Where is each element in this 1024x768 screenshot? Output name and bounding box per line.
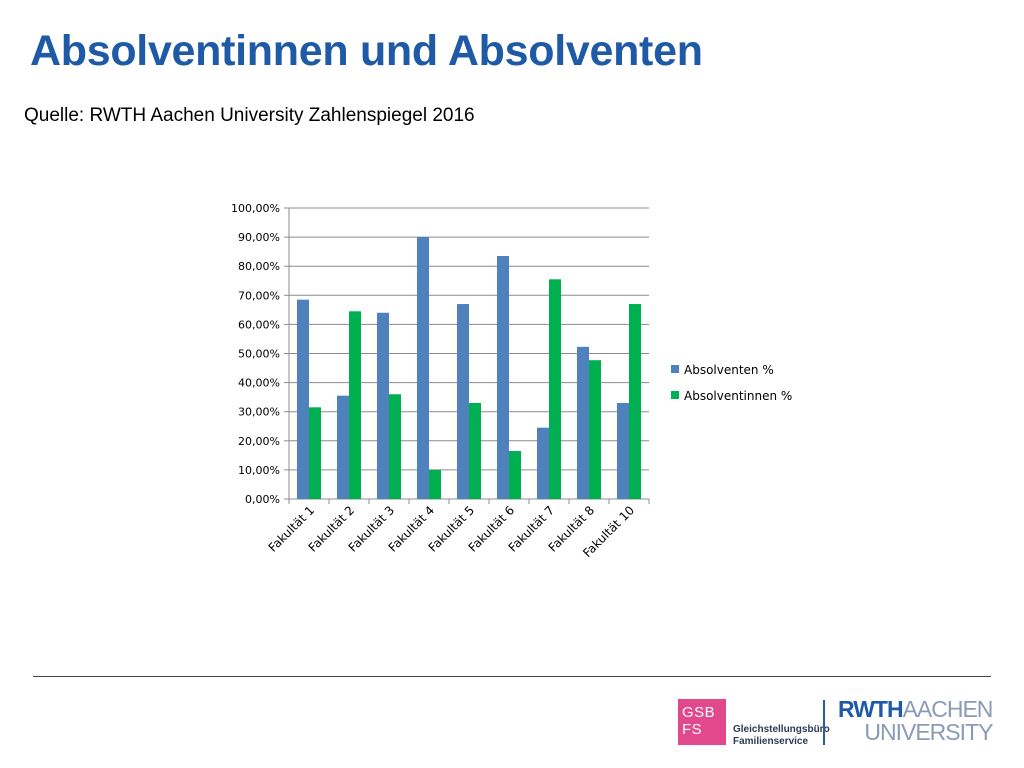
- bar-absolventinnen: [309, 407, 321, 499]
- legend-swatch: [671, 365, 679, 373]
- office-name-line1: Gleichstellungsbüro: [733, 724, 830, 735]
- bar-absolventen: [457, 304, 469, 499]
- y-tick-label: 60,00%: [238, 318, 280, 331]
- y-tick-label: 40,00%: [238, 377, 280, 390]
- bar-absolventinnen: [349, 311, 361, 499]
- bar-absolventen: [577, 346, 589, 499]
- bar-absolventen: [537, 427, 549, 499]
- gsb-logo-line2: FS: [682, 721, 703, 738]
- logo-aachen: AACHEN: [902, 696, 994, 722]
- y-tick-label: 70,00%: [238, 289, 280, 302]
- page-title: Absolventinnen und Absolventen: [30, 27, 703, 75]
- office-name-line2: Familienservice: [733, 736, 809, 747]
- y-tick-label: 0,00%: [245, 493, 280, 506]
- legend-label: Absolventen %: [684, 363, 774, 377]
- bar-absolventinnen: [469, 402, 481, 499]
- bar-absolventinnen: [629, 304, 641, 499]
- legend-swatch: [671, 391, 679, 399]
- bar-absolventen: [297, 299, 309, 499]
- bar-absolventen: [497, 256, 509, 499]
- bar-absolventen: [337, 395, 349, 499]
- bar-absolventinnen: [589, 360, 601, 499]
- logo-divider: [823, 700, 825, 745]
- gsb-logo: GSB FS: [678, 699, 726, 745]
- bar-chart: 0,00% 10,00% 20,00% 30,00% 40,00% 50,00% 60,00…: [231, 202, 792, 560]
- source-note: Quelle: RWTH Aachen University Zahlenspi…: [24, 105, 475, 126]
- logo-rwth: RWTH: [838, 696, 904, 722]
- bar-absolventen: [377, 312, 389, 499]
- y-tick-label: 50,00%: [238, 348, 280, 361]
- rwth-aachen-logo: RWTHAACHEN UNIVERSITY: [838, 696, 994, 745]
- gsb-logo-line1: GSB: [682, 704, 716, 721]
- y-tick-label: 90,00%: [238, 231, 280, 244]
- y-tick-label: 80,00%: [238, 260, 280, 273]
- y-tick-label: 100,00%: [231, 202, 280, 215]
- y-tick-label: 10,00%: [238, 464, 280, 477]
- office-name: Gleichstellungsbüro Familienservice: [733, 724, 830, 748]
- bar-absolventinnen: [509, 450, 521, 499]
- bar-absolventen: [617, 402, 629, 499]
- y-tick-label: 30,00%: [238, 406, 280, 419]
- bar-absolventinnen: [429, 469, 441, 499]
- bar-absolventinnen: [549, 279, 561, 499]
- bar-absolventinnen: [389, 394, 401, 499]
- logo-university: UNIVERSITY: [864, 719, 993, 745]
- legend-label: Absolventinnen %: [684, 389, 792, 403]
- footer-divider: [33, 676, 991, 677]
- y-tick-label: 20,00%: [238, 435, 280, 448]
- bar-absolventen: [417, 237, 429, 499]
